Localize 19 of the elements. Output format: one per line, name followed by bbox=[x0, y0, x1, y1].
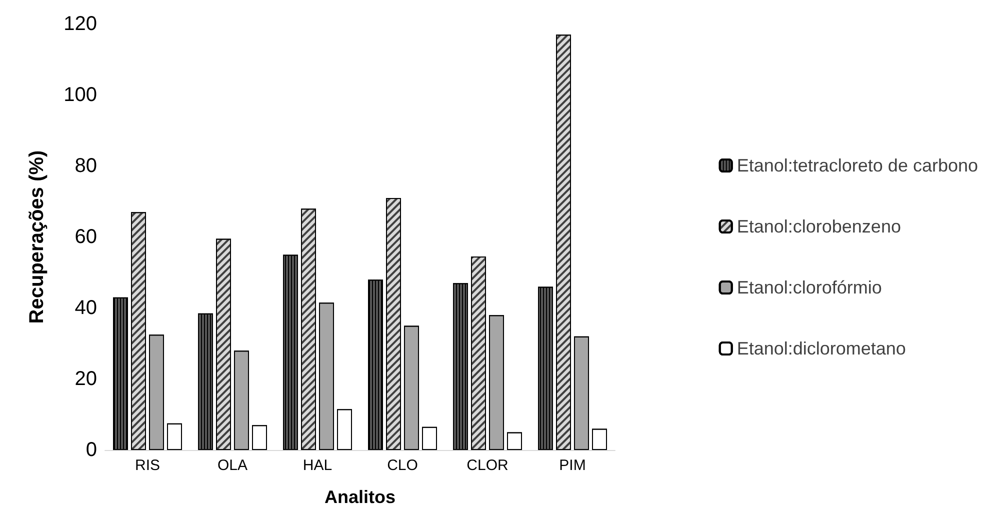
legend-label: Etanol:diclorometano bbox=[736, 338, 906, 358]
legend-label: Etanol:clorofórmio bbox=[736, 278, 882, 298]
y-tick-label: 100 bbox=[64, 84, 97, 106]
legend-label: Etanol:tetracloreto de carbono bbox=[736, 156, 978, 176]
x-tick-label: CLOR bbox=[466, 457, 508, 474]
x-tick-label: OLA bbox=[217, 457, 248, 474]
x-tick-label: CLO bbox=[387, 457, 418, 474]
y-tick-label: 120 bbox=[64, 13, 97, 35]
y-tick-label: 40 bbox=[74, 297, 97, 319]
y-tick-label: 80 bbox=[74, 155, 97, 177]
y-tick-label: 0 bbox=[86, 439, 97, 461]
x-tick-label: HAL bbox=[302, 457, 332, 474]
y-tick-label: 20 bbox=[74, 368, 97, 390]
legend-label: Etanol:clorobenzeno bbox=[736, 216, 901, 236]
x-axis-title: Analitos bbox=[324, 487, 396, 507]
x-tick-label: RIS bbox=[134, 457, 160, 474]
y-axis-title: Recuperações (%) bbox=[26, 150, 48, 324]
y-tick-label: 60 bbox=[74, 226, 97, 248]
x-tick-label: PIM bbox=[559, 457, 586, 474]
